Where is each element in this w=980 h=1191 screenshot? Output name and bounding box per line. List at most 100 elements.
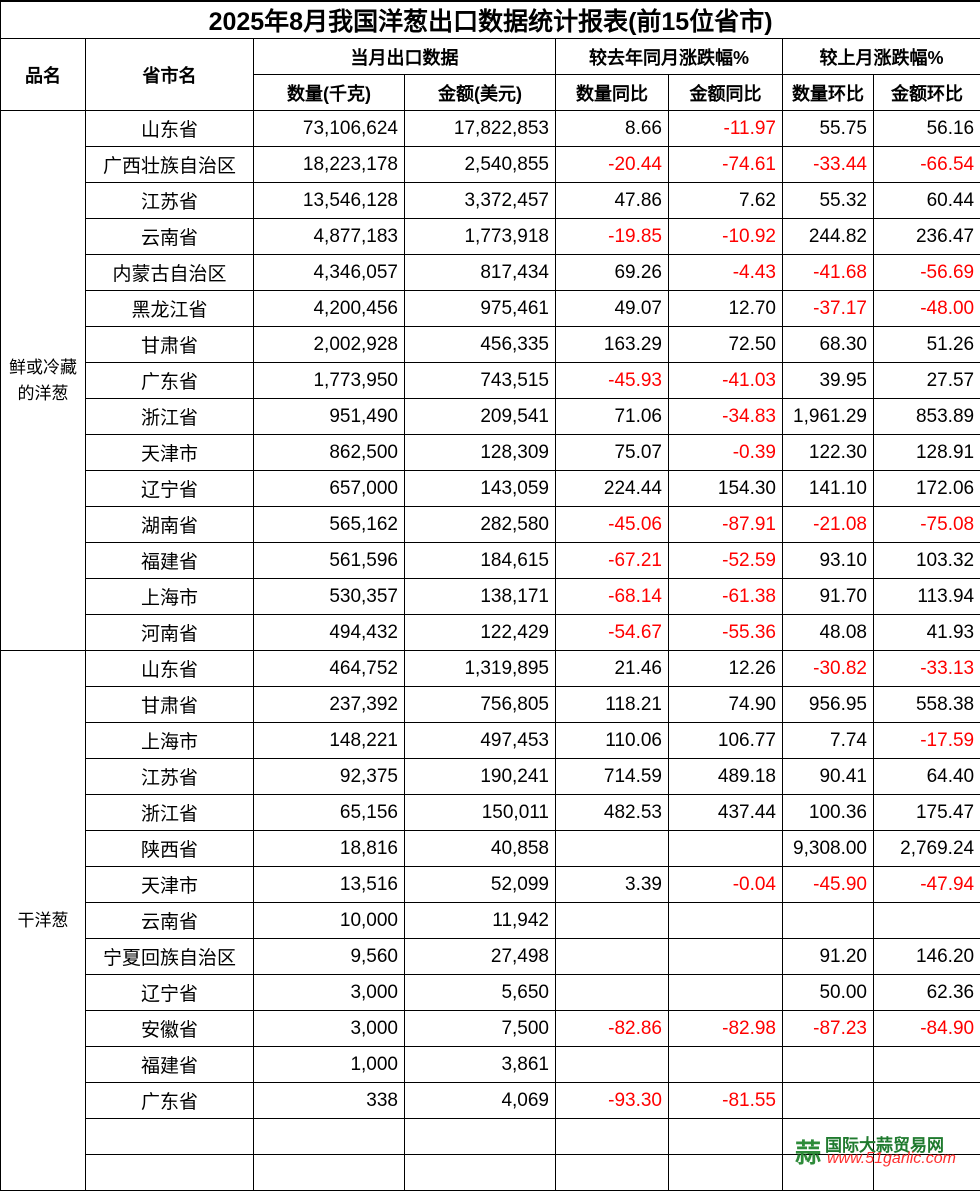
cell-province: 甘肃省 [86, 327, 254, 363]
cell-amt-yoy: -0.04 [669, 867, 783, 903]
cell-qty-mom [783, 1155, 874, 1191]
cell-amt-mom: 558.38 [874, 687, 980, 723]
cell-amt-mom: -17.59 [874, 723, 980, 759]
header-qty-mom: 数量环比 [783, 75, 874, 111]
cell-quantity: 65,156 [254, 795, 405, 831]
cell-amt-yoy: 437.44 [669, 795, 783, 831]
cell-amount: 2,540,855 [405, 147, 556, 183]
cell-qty-mom [783, 1047, 874, 1083]
cell-amt-mom [874, 1119, 980, 1155]
cell-quantity: 494,432 [254, 615, 405, 651]
cell-amt-mom: 175.47 [874, 795, 980, 831]
cell-province: 辽宁省 [86, 975, 254, 1011]
cell-amt-mom [874, 903, 980, 939]
cell-province: 天津市 [86, 435, 254, 471]
cell-province: 浙江省 [86, 795, 254, 831]
cell-province: 上海市 [86, 579, 254, 615]
cell-quantity: 862,500 [254, 435, 405, 471]
cell-province: 内蒙古自治区 [86, 255, 254, 291]
product-category: 干洋葱 [1, 651, 86, 1191]
cell-province: 福建省 [86, 543, 254, 579]
header-group-current: 当月出口数据 [254, 39, 556, 75]
cell-qty-mom: 1,961.29 [783, 399, 874, 435]
cell-qty-yoy: -20.44 [556, 147, 669, 183]
cell-province: 河南省 [86, 615, 254, 651]
table-row [1, 1119, 980, 1155]
header-product: 品名 [1, 39, 86, 111]
cell-amount: 456,335 [405, 327, 556, 363]
cell-amt-mom: -47.94 [874, 867, 980, 903]
report-title: 2025年8月我国洋葱出口数据统计报表(前15位省市) [1, 1, 980, 39]
cell-qty-mom: -45.90 [783, 867, 874, 903]
cell-amt-mom: 103.32 [874, 543, 980, 579]
cell-qty-yoy [556, 1047, 669, 1083]
cell-qty-yoy: -19.85 [556, 219, 669, 255]
cell-province: 宁夏回族自治区 [86, 939, 254, 975]
cell-qty-mom: 48.08 [783, 615, 874, 651]
cell-qty-yoy: 71.06 [556, 399, 669, 435]
cell-province: 天津市 [86, 867, 254, 903]
cell-qty-yoy: 75.07 [556, 435, 669, 471]
cell-qty-yoy: -54.67 [556, 615, 669, 651]
cell-qty-mom: 122.30 [783, 435, 874, 471]
cell-qty-yoy: 482.53 [556, 795, 669, 831]
cell-qty-mom: 68.30 [783, 327, 874, 363]
cell-amt-mom: 41.93 [874, 615, 980, 651]
cell-quantity: 4,346,057 [254, 255, 405, 291]
cell-qty-yoy: 3.39 [556, 867, 669, 903]
cell-amount: 756,805 [405, 687, 556, 723]
cell-province: 江苏省 [86, 759, 254, 795]
cell-amt-mom: 128.91 [874, 435, 980, 471]
cell-qty-mom [783, 1119, 874, 1155]
cell-amt-mom: 146.20 [874, 939, 980, 975]
cell-amt-yoy: 74.90 [669, 687, 783, 723]
cell-amt-mom: 2,769.24 [874, 831, 980, 867]
cell-qty-mom: 100.36 [783, 795, 874, 831]
cell-province: 云南省 [86, 219, 254, 255]
cell-amount: 282,580 [405, 507, 556, 543]
cell-qty-mom: 141.10 [783, 471, 874, 507]
cell-qty-mom: 39.95 [783, 363, 874, 399]
cell-quantity: 3,000 [254, 1011, 405, 1047]
cell-qty-yoy: 8.66 [556, 111, 669, 147]
cell-qty-mom: 91.70 [783, 579, 874, 615]
cell-qty-yoy: -68.14 [556, 579, 669, 615]
cell-province: 广西壮族自治区 [86, 147, 254, 183]
cell-quantity: 1,000 [254, 1047, 405, 1083]
cell-qty-yoy [556, 1155, 669, 1191]
cell-amt-mom: -84.90 [874, 1011, 980, 1047]
cell-qty-mom: 91.20 [783, 939, 874, 975]
cell-amt-mom: -33.13 [874, 651, 980, 687]
cell-qty-mom: 55.75 [783, 111, 874, 147]
cell-amt-yoy: -82.98 [669, 1011, 783, 1047]
cell-province: 广东省 [86, 1083, 254, 1119]
cell-quantity: 4,877,183 [254, 219, 405, 255]
cell-amt-yoy [669, 939, 783, 975]
cell-qty-mom: 90.41 [783, 759, 874, 795]
cell-quantity: 565,162 [254, 507, 405, 543]
cell-amt-yoy [669, 831, 783, 867]
cell-qty-yoy: 21.46 [556, 651, 669, 687]
cell-qty-mom: -37.17 [783, 291, 874, 327]
cell-amount: 11,942 [405, 903, 556, 939]
cell-amt-yoy: -52.59 [669, 543, 783, 579]
cell-amt-yoy: -74.61 [669, 147, 783, 183]
cell-quantity: 13,546,128 [254, 183, 405, 219]
cell-qty-yoy: -45.93 [556, 363, 669, 399]
cell-amt-mom: 60.44 [874, 183, 980, 219]
cell-province: 湖南省 [86, 507, 254, 543]
